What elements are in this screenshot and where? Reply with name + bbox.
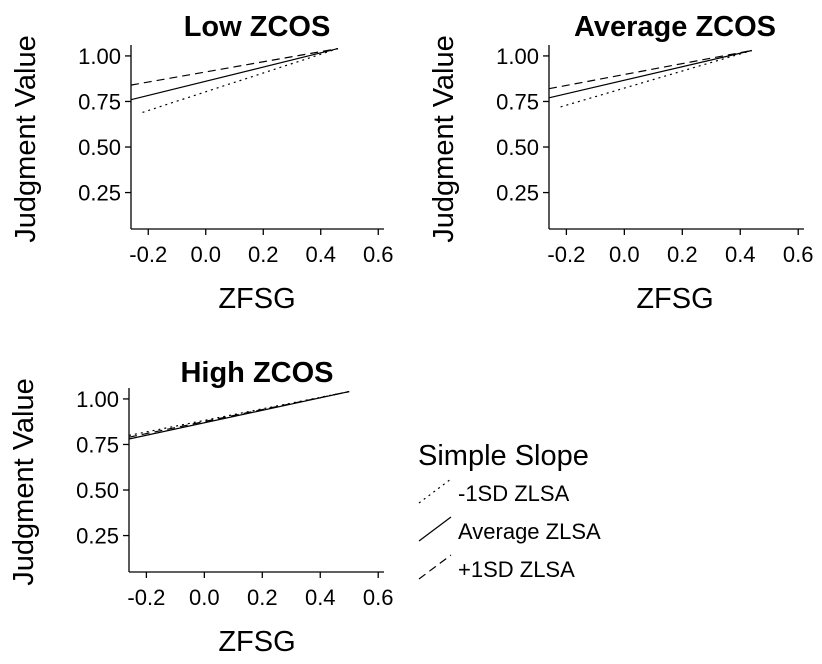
y-tick-label: 1.00 <box>496 44 539 69</box>
series-line-average-zlsa <box>128 391 350 440</box>
series-line-average-zlsa <box>548 49 752 99</box>
x-axis-title: ZFSG <box>636 283 713 315</box>
legend-label: +1SD ZLSA <box>458 557 575 582</box>
panel-title: High ZCOS <box>180 357 333 389</box>
y-tick-label: 0.50 <box>76 478 119 503</box>
x-tick-label: 0.0 <box>190 242 221 267</box>
x-tick-label: -0.2 <box>129 242 167 267</box>
x-tick-label: -0.2 <box>127 585 165 610</box>
legend-label: -1SD ZLSA <box>458 481 570 506</box>
y-tick-label: 0.75 <box>78 89 121 114</box>
x-axis-title: ZFSG <box>218 626 295 658</box>
y-tick-label: 1.00 <box>78 44 121 69</box>
y-tick-label: 0.50 <box>78 135 121 160</box>
y-tick-label: 1.00 <box>76 387 119 412</box>
y-axis-title: Judgment Value <box>10 35 42 242</box>
x-tick-label: 0.2 <box>248 242 279 267</box>
y-tick-label: 0.25 <box>78 181 121 206</box>
y-tick-label: 0.75 <box>76 432 119 457</box>
y-tick-label: 0.50 <box>496 135 539 160</box>
legend-label: Average ZLSA <box>458 519 601 544</box>
series-line-1sd-zlsa <box>560 49 752 108</box>
panel-1: Low ZCOS 0.25 0.50 0.75 1.00 -0.2 0.0 0.2 0.4 0.6… <box>10 11 394 315</box>
x-tick-label: 0.2 <box>667 242 698 267</box>
x-tick-label: 0.6 <box>363 242 394 267</box>
panel-title: Low ZCOS <box>184 11 331 43</box>
panel-3: High ZCOS 0.25 0.50 0.75 1.00 -0.2 0.0 0.2 0.4 0.… <box>8 357 394 658</box>
x-tick-label: 0.6 <box>363 585 394 610</box>
panel-2: Average ZCOS 0.25 0.50 0.75 1.00 -0.2 0.0 0.2 0.… <box>428 11 814 315</box>
y-axis-title: Judgment Value <box>8 378 40 585</box>
x-tick-label: 0.0 <box>609 242 640 267</box>
panel-title: Average ZCOS <box>574 11 776 43</box>
x-axis-title: ZFSG <box>218 283 295 315</box>
x-tick-label: 0.4 <box>305 242 336 267</box>
x-tick-label: 0.0 <box>189 585 220 610</box>
series-line-1sd-zlsa <box>142 48 339 113</box>
x-tick-label: -0.2 <box>547 242 585 267</box>
legend-key-average-zlsa <box>418 516 452 542</box>
x-tick-label: 0.4 <box>305 585 336 610</box>
legend-key-1sd-zlsa <box>418 554 452 580</box>
series-line-1sd-zlsa <box>130 48 339 86</box>
series-line-average-zlsa <box>130 48 339 101</box>
y-tick-label: 0.25 <box>496 181 539 206</box>
series-line-1sd-zlsa <box>548 49 752 90</box>
y-tick-label: 0.75 <box>496 89 539 114</box>
series-line-1sd-zlsa <box>128 391 350 438</box>
legend: Simple Slope -1SD ZLSA Average ZLSA +1SD ZL… <box>418 440 601 582</box>
x-tick-label: 0.4 <box>725 242 756 267</box>
x-tick-label: 0.2 <box>247 585 278 610</box>
x-tick-label: 0.6 <box>783 242 814 267</box>
legend-key-1sd-zlsa <box>418 478 452 504</box>
y-tick-label: 0.25 <box>76 524 119 549</box>
y-axis-title: Judgment Value <box>428 35 460 242</box>
legend-title: Simple Slope <box>418 440 589 472</box>
